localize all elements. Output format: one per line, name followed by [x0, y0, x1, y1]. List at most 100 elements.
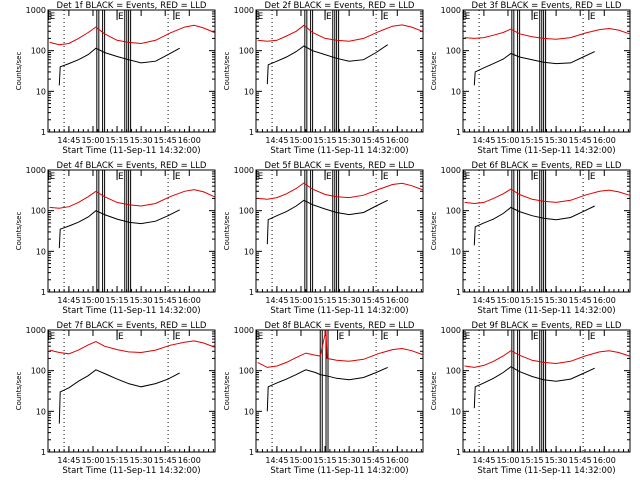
panel-title: Det 1f BLACK = Events, RED = LLD	[57, 1, 207, 11]
y-tick-label: 10	[451, 247, 461, 256]
y-tick-label: 10	[244, 87, 254, 96]
y-tick-label: 1000	[26, 326, 46, 335]
x-tick-label: 15:00	[289, 136, 312, 145]
y-tick-label: 1	[249, 128, 254, 137]
x-tick-label: 15:45	[362, 456, 385, 465]
e-marker-label: E	[339, 332, 345, 342]
plot-frame	[255, 9, 424, 133]
y-tick-label: 1000	[441, 6, 461, 15]
panel-title: Det 5f BLACK = Events, RED = LLD	[265, 161, 415, 171]
y-tick-label: 10	[36, 247, 46, 256]
plot-frame	[47, 9, 216, 133]
x-axis-label: Start Time (11-Sep-11 14:32:00)	[270, 306, 408, 316]
x-tick-label: 15:30	[338, 296, 361, 305]
series-line-events	[473, 205, 595, 246]
e-marker-label: E	[118, 172, 124, 182]
e-marker-label: E	[533, 332, 539, 342]
e-marker-label: E	[175, 172, 181, 182]
y-axis-label: Counts/sec	[223, 52, 231, 91]
y-tick-label: 100	[239, 47, 254, 56]
series-line-lld	[49, 24, 215, 46]
e-marker-label: E	[258, 172, 264, 182]
y-tick-label: 1	[456, 288, 461, 297]
x-tick-label: 15:00	[81, 456, 104, 465]
e-marker-label: E	[175, 12, 181, 22]
detector-panel: Det 7f BLACK = Events, RED = LLD 1 10 100 10…	[15, 321, 216, 476]
x-tick-label: 15:45	[154, 456, 177, 465]
series-line-lld	[464, 350, 630, 368]
x-tick-label: 15:15	[521, 456, 544, 465]
y-axis-label: Counts/sec	[15, 212, 23, 251]
y-tick-label: 10	[36, 407, 46, 416]
e-marker-label: E	[590, 172, 596, 182]
series-line-events	[58, 47, 180, 86]
x-tick-label: 15:45	[362, 136, 385, 145]
series-line-lld	[49, 340, 215, 355]
x-tick-label: 14:45	[472, 456, 495, 465]
x-tick-label: 15:00	[496, 456, 519, 465]
y-tick-label: 100	[239, 367, 254, 376]
y-tick-label: 10	[244, 407, 254, 416]
plot-frame	[462, 329, 631, 453]
x-tick-label: 15:15	[106, 136, 129, 145]
x-tick-label: 15:15	[314, 136, 337, 145]
series-line-events	[266, 366, 388, 412]
x-axis-label: Start Time (11-Sep-11 14:32:00)	[477, 146, 615, 156]
e-marker-label: E	[258, 12, 264, 22]
y-tick-label: 100	[31, 47, 46, 56]
x-tick-label: 14:45	[265, 296, 288, 305]
x-tick-label: 15:45	[569, 136, 592, 145]
x-tick-label: 15:15	[314, 296, 337, 305]
series-line-lld	[464, 188, 630, 205]
series-line-lld	[49, 189, 215, 209]
y-tick-label: 1	[41, 128, 46, 137]
x-tick-label: 15:15	[314, 456, 337, 465]
e-marker-label: E	[118, 12, 124, 22]
plot-frame	[255, 329, 424, 453]
x-tick-label: 15:15	[521, 136, 544, 145]
x-tick-label: 15:00	[289, 456, 312, 465]
detector-panel: Det 6f BLACK = Events, RED = LLD 1 10 100 10…	[430, 161, 631, 316]
x-tick-label: 15:45	[362, 296, 385, 305]
panel-title: Det 7f BLACK = Events, RED = LLD	[57, 321, 207, 331]
y-axis-label: Counts/sec	[15, 372, 23, 411]
y-axis-label: Counts/sec	[430, 52, 438, 91]
series-line-events	[266, 44, 388, 85]
x-tick-label: 16:00	[386, 136, 409, 145]
detector-panel: Det 8f BLACK = Events, RED = LLD 1 10 100 10…	[223, 321, 424, 476]
x-tick-label: 15:15	[106, 296, 129, 305]
y-tick-label: 100	[31, 367, 46, 376]
x-tick-label: 15:30	[130, 136, 153, 145]
e-marker-label: E	[383, 332, 389, 342]
y-tick-label: 100	[31, 207, 46, 216]
panel-title: Det 8f BLACK = Events, RED = LLD	[265, 321, 415, 331]
e-marker-label: E	[383, 12, 389, 22]
x-axis-label: Start Time (11-Sep-11 14:32:00)	[477, 306, 615, 316]
panel-title: Det 2f BLACK = Events, RED = LLD	[265, 1, 415, 11]
x-tick-label: 15:30	[338, 456, 361, 465]
y-tick-label: 1000	[441, 326, 461, 335]
x-tick-label: 14:45	[57, 296, 80, 305]
x-tick-label: 16:00	[593, 296, 616, 305]
x-tick-label: 15:30	[338, 136, 361, 145]
y-axis-label: Counts/sec	[430, 372, 438, 411]
e-marker-label: E	[465, 12, 471, 22]
series-line-events	[473, 366, 595, 409]
series-line-lld	[257, 182, 423, 200]
x-tick-label: 16:00	[386, 296, 409, 305]
x-axis-label: Start Time (11-Sep-11 14:32:00)	[477, 466, 615, 476]
y-tick-label: 1	[456, 448, 461, 457]
x-tick-label: 15:15	[106, 456, 129, 465]
panel-title: Det 6f BLACK = Events, RED = LLD	[472, 161, 622, 171]
y-tick-label: 10	[244, 247, 254, 256]
x-tick-label: 14:45	[57, 456, 80, 465]
y-tick-label: 1	[41, 448, 46, 457]
x-tick-label: 15:15	[521, 296, 544, 305]
x-axis-label: Start Time (11-Sep-11 14:32:00)	[62, 146, 200, 156]
series-line-events	[58, 369, 180, 424]
y-tick-label: 1000	[441, 166, 461, 175]
x-tick-label: 15:30	[130, 456, 153, 465]
x-tick-label: 15:30	[545, 136, 568, 145]
y-tick-label: 1	[249, 448, 254, 457]
detector-panel: Det 5f BLACK = Events, RED = LLD 1 10 100 10…	[223, 161, 424, 316]
